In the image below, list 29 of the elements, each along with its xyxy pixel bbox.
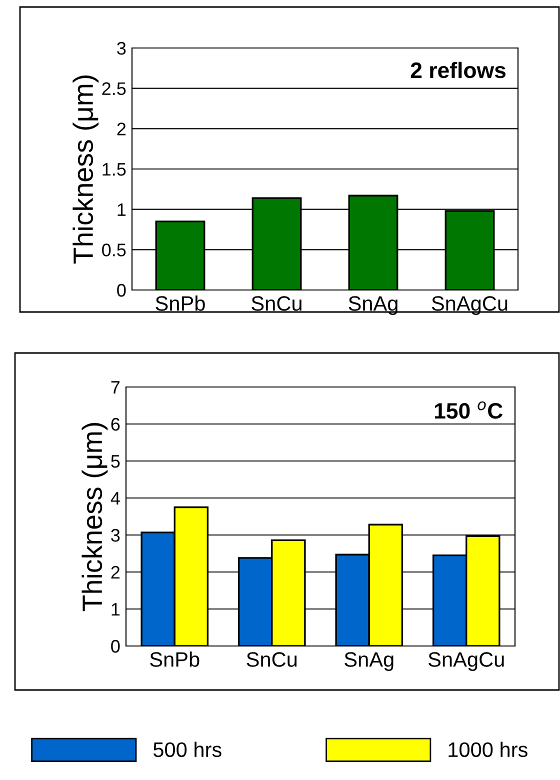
y-tick-label: 1 bbox=[118, 203, 126, 216]
y-tick-label: 0 bbox=[117, 284, 126, 297]
y-tick-label: 6 bbox=[111, 418, 120, 431]
y-tick-label: 5 bbox=[111, 455, 120, 468]
y-tick-label: 2.5 bbox=[102, 82, 126, 96]
y-tick-label: 7 bbox=[111, 381, 120, 394]
y-tick-label: 3 bbox=[117, 42, 126, 55]
y-axis-title: Thickness (μm) bbox=[82, 423, 108, 612]
x-tick-label: SnPb bbox=[156, 296, 205, 311]
y-tick-label: 0 bbox=[111, 640, 120, 653]
y-tick-label: 2 bbox=[111, 566, 120, 579]
y-tick-label: 3 bbox=[111, 528, 120, 542]
x-tick-label: SnCu bbox=[252, 296, 302, 311]
y-axis-title: Thickness (μm) bbox=[72, 76, 99, 264]
y-tick-label: 1.5 bbox=[102, 163, 126, 176]
annotation: 150 $^{o}$C bbox=[434, 401, 503, 419]
y-tick-label: 0.5 bbox=[102, 244, 126, 256]
x-tick-label: SnAg bbox=[344, 652, 394, 671]
x-tick-label: SnAgCu bbox=[432, 296, 508, 315]
x-tick-label: SnPb bbox=[150, 652, 200, 667]
x-tick-label: SnAgCu bbox=[428, 652, 504, 671]
y-tick-label: 2 bbox=[117, 122, 126, 136]
y-tick-label: 4 bbox=[110, 492, 120, 505]
annotation: 2 reflows bbox=[410, 62, 506, 78]
x-tick-label: SnAg bbox=[348, 296, 398, 315]
x-tick-label: SnCu bbox=[246, 652, 297, 667]
legend-label: 500 hrs bbox=[153, 742, 222, 758]
y-tick-label: 1 bbox=[112, 603, 120, 616]
legend-label: 1000 hrs bbox=[448, 742, 528, 758]
